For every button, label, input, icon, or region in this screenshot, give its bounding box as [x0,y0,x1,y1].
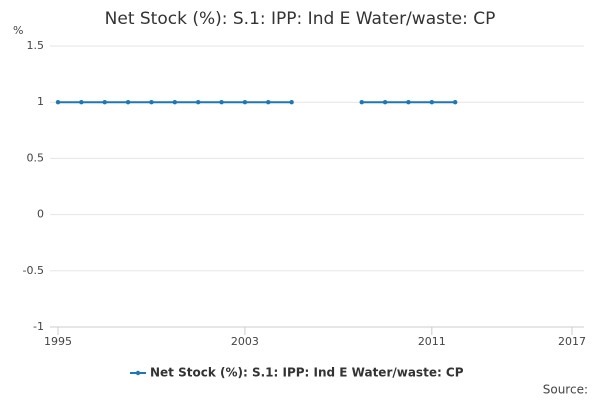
x-tick-label: 2011 [418,335,446,348]
legend-swatch-dot [135,370,141,376]
point [102,100,107,105]
y-tick-label: 0.5 [27,151,45,164]
y-tick-label: 0 [37,208,44,221]
point [125,100,131,105]
point [289,100,294,105]
y-tick-label: 1 [37,95,44,108]
point [359,100,364,105]
point [382,100,388,105]
legend-label: Net Stock (%): S.1: IPP: Ind E Water/was… [150,366,464,380]
point [452,100,458,105]
chart-title: Net Stock (%): S.1: IPP: Ind E Water/was… [105,9,496,29]
y-tick-label: 1.5 [27,39,45,52]
point [55,100,61,105]
point [429,100,435,105]
point [219,100,224,105]
y-axis-label: % [13,24,23,37]
point [242,100,248,105]
point [172,100,178,105]
x-tick-label: 1995 [44,335,72,348]
x-tick-label: 2017 [558,335,586,348]
point [195,100,201,105]
point [406,100,411,105]
point [79,100,84,105]
y-tick-label: -1 [33,320,44,333]
source: Source: [543,383,588,397]
point [149,100,154,105]
y-tick-label: -0.5 [23,264,44,277]
x-tick-label: 2003 [231,335,259,348]
point [266,100,271,105]
